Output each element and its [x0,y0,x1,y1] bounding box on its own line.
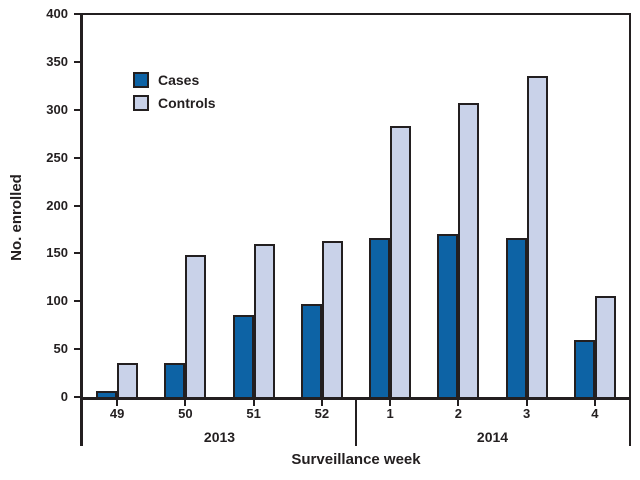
x-tick-week-51 [252,400,255,406]
y-tick-200 [74,204,81,207]
bar-cases-week-2 [437,234,459,397]
bar-cases-week-49 [96,391,118,397]
y-tick-150 [74,252,81,255]
plot-border-top [80,13,631,15]
bar-group-week-49 [83,363,151,397]
x-tick-week-50 [184,400,187,406]
plot-border-right [629,13,631,446]
week-label-52: 52 [314,406,330,421]
y-tick-400 [74,13,81,15]
legend-label-cases: Cases [158,72,200,88]
y-tick-label-100: 100 [46,293,68,309]
legend-item-cases: Cases [133,72,216,88]
bar-controls-week-4 [594,296,616,397]
y-tick-50 [74,348,81,351]
year-divider-line [355,397,357,446]
year-label-2014: 2014 [476,429,509,445]
bar-controls-week-52 [321,241,343,397]
bar-group-week-3 [493,76,561,397]
bar-controls-week-1 [390,126,412,397]
bar-cases-week-50 [164,363,186,397]
x-tick-week-4 [593,400,596,406]
plot-area [83,15,629,397]
bar-controls-week-50 [185,255,207,397]
bar-cases-week-1 [369,238,391,397]
bar-controls-week-51 [253,244,275,397]
y-tick-label-250: 250 [46,149,68,165]
y-tick-300 [74,108,81,111]
y-tick-250 [74,156,81,159]
week-label-49: 49 [109,406,125,421]
year-label-2013: 2013 [203,429,236,445]
legend-item-controls: Controls [133,95,216,111]
y-tick-label-350: 350 [46,53,68,69]
bar-cases-week-3 [505,238,527,397]
week-label-3: 3 [523,406,531,421]
x-tick-week-3 [525,400,528,406]
week-label-2: 2 [454,406,462,421]
y-axis-title-text: No. enrolled [7,173,25,261]
y-tick-label-200: 200 [46,197,68,213]
bar-controls-week-2 [458,103,480,397]
y-tick-label-150: 150 [46,245,68,261]
bar-controls-week-3 [526,76,548,397]
legend: Cases Controls [133,72,216,111]
bar-group-week-4 [561,296,629,397]
week-label-50: 50 [178,406,193,421]
x-tick-week-2 [457,400,460,406]
y-axis-line [80,13,83,446]
week-label-51: 51 [246,406,261,421]
y-axis-title: No. enrolled [2,152,30,282]
bar-cases-week-51 [232,315,254,397]
x-tick-week-1 [389,400,392,406]
x-tick-week-52 [320,400,323,406]
bar-controls-week-49 [117,363,139,397]
bar-cases-week-52 [300,304,322,397]
week-label-1: 1 [386,406,394,421]
bar-group-week-50 [151,255,219,397]
bar-group-week-2 [424,103,492,397]
week-label-4: 4 [591,406,599,421]
y-tick-label-300: 300 [46,101,68,117]
bar-group-week-52 [288,241,356,397]
y-tick-label-0: 0 [60,389,68,404]
x-axis-title: Surveillance week [291,451,421,468]
y-tick-100 [74,300,81,303]
y-tick-label-50: 50 [53,341,68,357]
bar-group-week-51 [220,244,288,397]
legend-label-controls: Controls [158,95,216,111]
bar-cases-week-4 [573,340,595,397]
controls-swatch-icon [133,95,149,111]
y-tick-350 [74,60,81,63]
y-tick-0 [74,396,81,398]
x-tick-week-49 [116,400,119,406]
y-tick-label-400: 400 [46,6,68,21]
cases-swatch-icon [133,72,149,88]
bar-group-week-1 [356,126,424,397]
